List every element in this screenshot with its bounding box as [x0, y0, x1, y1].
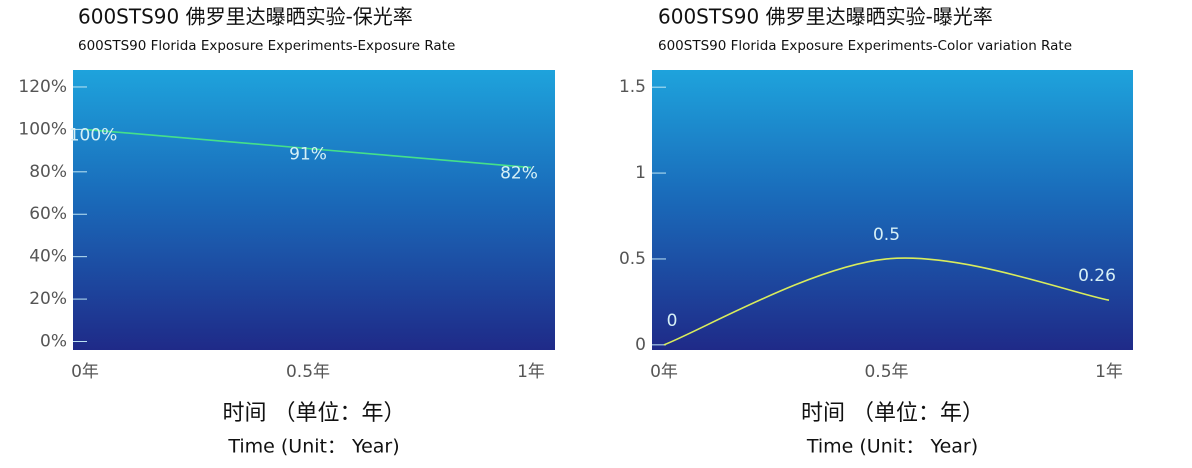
data-label: 0.5: [873, 225, 900, 245]
data-label: 100%: [69, 125, 118, 145]
y-tick-label: 1: [635, 163, 646, 183]
line: [84, 128, 532, 169]
chart-title: 600STS90 佛罗里达曝晒实验-保光率: [78, 5, 413, 29]
data-label: 91%: [289, 144, 327, 164]
x-tick-label: 0年: [650, 362, 678, 382]
x-tick-label: 0年: [71, 362, 99, 382]
x-tick-label: 1年: [1095, 362, 1123, 382]
y-tick-label: 0%: [40, 332, 67, 352]
y-tick-label: 100%: [18, 119, 67, 139]
x-tick-label: 0.5年: [286, 362, 330, 382]
x-tick-label: 0.5年: [864, 362, 908, 382]
data-label: 0.26: [1078, 266, 1116, 286]
line: [663, 257, 1110, 346]
y-tick-label: 60%: [29, 204, 67, 224]
data-label: 0: [667, 311, 678, 331]
data-label: 82%: [500, 164, 538, 184]
y-tick-label: 20%: [29, 289, 67, 309]
x-axis-title: 时间 （单位：年）: [801, 401, 984, 426]
chart-title: 600STS90 佛罗里达曝晒实验-曝光率: [658, 5, 993, 29]
y-tick-label: 0: [635, 335, 646, 355]
y-tick-label: 120%: [18, 77, 67, 97]
y-tick-label: 1.5: [619, 77, 646, 97]
x-axis-title: 时间 （单位：年）: [223, 401, 406, 426]
x-axis-title-en: Time (Unit： Year): [806, 436, 978, 458]
x-tick-label: 1年: [517, 362, 545, 382]
y-tick-label: 80%: [29, 162, 67, 182]
y-tick-label: 0.5: [619, 249, 646, 269]
x-axis-title-en: Time (Unit： Year): [227, 436, 399, 458]
chart-subtitle: 600STS90 Florida Exposure Experiments-Co…: [658, 38, 1072, 54]
y-tick-label: 40%: [29, 247, 67, 267]
plot-area: [652, 70, 1133, 350]
chart-subtitle: 600STS90 Florida Exposure Experiments-Ex…: [78, 38, 455, 54]
plot-area: [73, 70, 555, 350]
